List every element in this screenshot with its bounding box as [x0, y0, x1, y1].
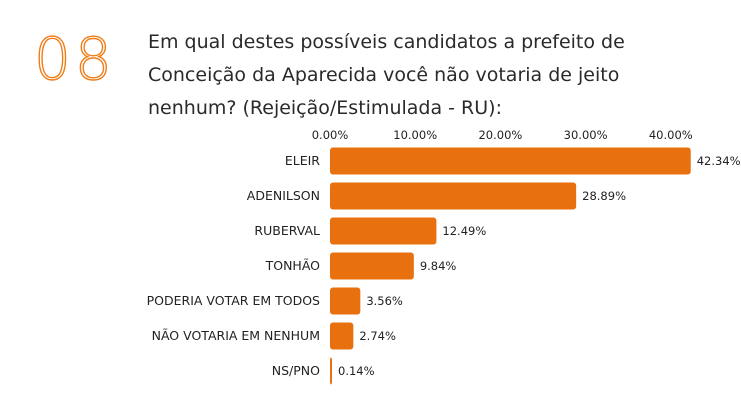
bars-group: ELEIR 42.34% ADENILSON 28.89% RUBERVAL 12.49%…: [147, 147, 741, 385]
value-label: 9.84%: [420, 259, 457, 273]
category-label: NÃO VOTARIA EM NENHUM: [152, 328, 320, 343]
category-label: ADENILSON: [247, 188, 320, 203]
question-text: Em qual destes possíveis candidatos a pr…: [148, 31, 625, 119]
x-tick-label: 20.00%: [478, 128, 522, 142]
category-label: PODERIA VOTAR EM TODOS: [147, 293, 320, 308]
bar: [330, 217, 437, 245]
bar: [330, 182, 577, 210]
value-label: 3.56%: [366, 294, 403, 308]
value-label: 12.49%: [442, 224, 486, 238]
bar: [330, 287, 361, 315]
x-tick-label: 40.00%: [649, 128, 693, 142]
value-label: 0.14%: [338, 364, 375, 378]
bar: [330, 252, 414, 280]
value-label: 28.89%: [582, 189, 626, 203]
x-tick-label: 0.00%: [312, 128, 349, 142]
category-label: ELEIR: [285, 153, 320, 168]
bar: [330, 357, 332, 385]
category-label: RUBERVAL: [254, 223, 320, 238]
x-axis-ticks: 0.00% 10.00% 20.00% 30.00% 40.00%: [312, 128, 693, 142]
question-number: 08: [33, 25, 116, 93]
value-label: 2.74%: [359, 329, 396, 343]
x-tick-label: 30.00%: [564, 128, 608, 142]
bar: [330, 322, 354, 350]
category-label: TONHÃO: [265, 258, 321, 273]
value-label: 42.34%: [697, 154, 741, 168]
x-tick-label: 10.00%: [393, 128, 437, 142]
bar: [330, 147, 691, 175]
category-label: NS/PNO: [272, 363, 320, 378]
